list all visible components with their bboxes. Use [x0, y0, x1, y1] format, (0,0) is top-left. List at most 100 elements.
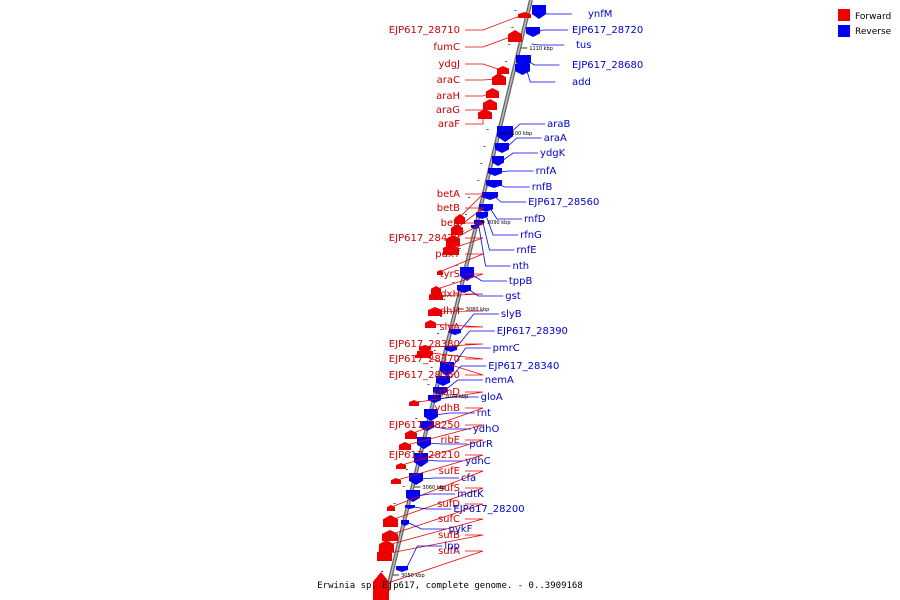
reverse-gene-arab[interactable] — [497, 126, 513, 142]
reverse-gene-label[interactable]: tus — [576, 40, 591, 51]
forward-gene-sufd[interactable] — [382, 530, 398, 541]
forward-gene-label[interactable]: pdxH — [434, 289, 460, 300]
reverse-gene-label[interactable]: rfnG — [520, 230, 542, 241]
forward-gene-label[interactable]: ydhH — [434, 306, 460, 317]
forward-gene-label[interactable]: sufC — [438, 514, 460, 525]
forward-gene-ejp617-28210[interactable] — [391, 478, 401, 484]
reverse-gene-label[interactable]: ynfM — [588, 9, 612, 20]
reverse-gene-label[interactable]: EJP617_28720 — [572, 25, 643, 36]
reverse-gene-purr[interactable] — [417, 437, 431, 449]
reverse-gene-label[interactable]: rnfE — [516, 245, 536, 256]
forward-gene-label[interactable]: araG — [436, 105, 460, 116]
reverse-gene-label[interactable]: ydgK — [540, 148, 566, 159]
reverse-gene-label[interactable]: rnt — [477, 408, 491, 419]
reverse-gene-label[interactable]: EJP617_28560 — [528, 197, 599, 208]
forward-gene-label[interactable]: EJP617_28370 — [389, 354, 460, 365]
forward-gene-sufc[interactable] — [379, 540, 394, 552]
forward-gene-arag[interactable] — [483, 99, 497, 110]
forward-gene-arah[interactable] — [486, 88, 499, 98]
forward-gene-label[interactable]: sufB — [438, 530, 460, 541]
reverse-gene-ejp617-28200[interactable] — [405, 505, 415, 509]
forward-gene-label[interactable]: EJP617_28710 — [389, 25, 460, 36]
forward-gene-label[interactable]: sufD — [437, 499, 460, 510]
forward-gene-label[interactable]: araF — [438, 119, 460, 130]
forward-gene-label[interactable]: fumC — [433, 42, 460, 53]
reverse-gene-ejp617-28390[interactable] — [445, 346, 457, 352]
reverse-gene-ynfm[interactable] — [532, 5, 546, 19]
forward-gene-arac[interactable] — [492, 73, 506, 85]
forward-gene-label[interactable]: araH — [436, 91, 460, 102]
reverse-gene-rfng[interactable] — [476, 212, 488, 219]
reverse-gene-label[interactable]: EJP617_28390 — [497, 326, 568, 337]
reverse-gene-lpp[interactable] — [396, 566, 408, 572]
forward-gene-label[interactable]: EJP617_28210 — [389, 450, 460, 461]
forward-gene-beta[interactable] — [455, 214, 465, 224]
reverse-gene-araa[interactable] — [495, 143, 509, 153]
forward-gene-label[interactable]: betA — [437, 189, 460, 200]
forward-gene-label[interactable]: sufS — [439, 483, 460, 494]
forward-gene-ejp617-28710[interactable] — [518, 12, 531, 18]
reverse-gene-label[interactable]: lpp — [444, 541, 459, 552]
forward-gene-sufa[interactable] — [373, 572, 389, 600]
reverse-gene-gloa[interactable] — [428, 395, 441, 403]
forward-gene-ydgj[interactable] — [497, 66, 509, 74]
reverse-gene-rnfd[interactable] — [479, 204, 493, 212]
forward-gene-ejp617-28360[interactable] — [415, 353, 431, 358]
reverse-gene-label[interactable]: nth — [513, 261, 530, 272]
reverse-gene-label[interactable]: EJP617_28680 — [572, 60, 643, 71]
reverse-gene-label[interactable]: ydhC — [465, 456, 491, 467]
reverse-gene-label[interactable]: gst — [505, 291, 521, 302]
reverse-gene-label[interactable]: araB — [547, 119, 570, 130]
reverse-gene-pmrc[interactable] — [440, 362, 454, 376]
reverse-gene-label[interactable]: rnfA — [536, 166, 557, 177]
forward-gene-label[interactable]: ydhD — [434, 387, 461, 398]
reverse-gene-label[interactable]: purR — [469, 439, 493, 450]
forward-gene-label[interactable]: betB — [437, 203, 460, 214]
reverse-gene-label[interactable]: mdtK — [457, 489, 484, 500]
forward-gene-label[interactable]: sufA — [438, 546, 460, 557]
reverse-gene-rnt[interactable] — [424, 409, 438, 421]
reverse-gene-ydgk[interactable] — [492, 156, 504, 166]
forward-gene-ydhb[interactable] — [405, 430, 417, 439]
forward-gene-ejp617-28470[interactable] — [443, 244, 459, 255]
reverse-gene-ydhc[interactable] — [414, 453, 428, 467]
forward-gene-label[interactable]: tyrS — [440, 269, 460, 280]
reverse-gene-gst[interactable] — [457, 285, 471, 293]
forward-gene-label[interactable]: araC — [437, 75, 460, 86]
reverse-gene-label[interactable]: EJP617_28340 — [488, 361, 559, 372]
reverse-gene-pykf[interactable] — [401, 520, 409, 526]
reverse-gene-label[interactable]: gloA — [481, 392, 503, 403]
forward-gene-label[interactable]: EJP617_28380 — [389, 339, 460, 350]
reverse-gene-label[interactable]: pykF — [449, 524, 473, 535]
reverse-gene-ejp617-28720[interactable] — [526, 27, 540, 37]
reverse-gene-ejp617-28560[interactable] — [482, 192, 498, 200]
reverse-gene-rnfb[interactable] — [486, 180, 502, 188]
reverse-gene-label[interactable]: cfa — [461, 473, 476, 484]
forward-gene-araf[interactable] — [478, 109, 492, 119]
forward-gene-label[interactable]: ydgJ — [438, 59, 460, 70]
reverse-gene-rnfa[interactable] — [488, 168, 502, 176]
forward-gene-label[interactable]: EJP617_28470 — [389, 233, 460, 244]
forward-gene-tyrs[interactable] — [431, 286, 441, 294]
forward-gene-label[interactable]: pdxY — [435, 249, 461, 260]
forward-gene-label[interactable]: slyA — [439, 322, 460, 333]
reverse-gene-label[interactable]: ydhO — [473, 424, 500, 435]
reverse-gene-add[interactable] — [515, 64, 530, 75]
reverse-gene-label[interactable]: nemA — [485, 375, 514, 386]
reverse-gene-label[interactable]: tppB — [509, 276, 533, 287]
reverse-gene-ydho[interactable] — [420, 421, 434, 431]
forward-gene-label[interactable]: ydhB — [435, 403, 461, 414]
forward-gene-label[interactable]: sufE — [439, 466, 460, 477]
reverse-gene-label[interactable]: add — [572, 77, 591, 88]
forward-gene-label[interactable]: EJP617_28360 — [389, 370, 460, 381]
reverse-gene-label[interactable]: rnfD — [524, 214, 546, 225]
reverse-gene-mdtk[interactable] — [406, 490, 420, 502]
forward-gene-betb[interactable] — [451, 224, 463, 235]
forward-gene-label[interactable]: EJP617_28250 — [389, 420, 460, 431]
reverse-gene-label[interactable]: rnfB — [532, 182, 553, 193]
forward-gene-fumc[interactable] — [508, 30, 522, 42]
reverse-gene-label[interactable]: pmrC — [493, 343, 520, 354]
forward-gene-label[interactable]: ribE — [440, 435, 460, 446]
reverse-gene-slyb[interactable] — [449, 329, 461, 335]
reverse-gene-label[interactable]: slyB — [501, 309, 522, 320]
